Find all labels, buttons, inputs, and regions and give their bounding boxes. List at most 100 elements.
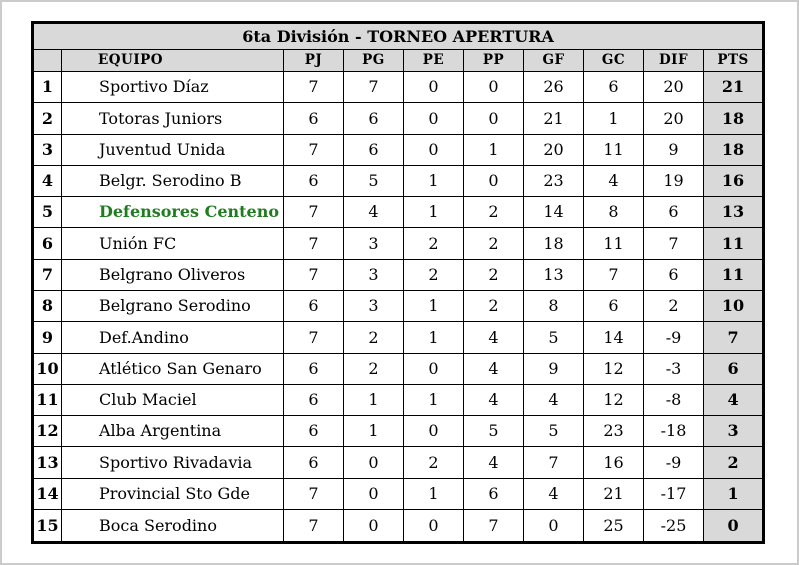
column-header-equipo: EQUIPO	[61, 49, 284, 72]
stat-pp-cell: 5	[463, 415, 524, 448]
title-row: 6ta División - TORNEO APERTURA	[31, 22, 765, 50]
league-table: 6ta División - TORNEO APERTURA EQUIPO PJ…	[31, 21, 766, 544]
stat-pe-cell: 2	[403, 227, 464, 260]
stat-pj-cell: 6	[283, 352, 344, 385]
rank-cell: 1	[32, 70, 62, 104]
table-row: 6 Unión FC 7 3 2 2 18 11 7 11	[32, 227, 765, 260]
header-row: EQUIPO PJ PG PE PP GF GC DIF PTS	[32, 49, 765, 72]
table-row: 13 Sportivo Rivadavia 6 0 2 4 7 16 -9 2	[32, 446, 765, 479]
points-cell: 2	[702, 446, 765, 479]
stat-pj-cell: 6	[283, 289, 344, 323]
rank-cell: 7	[32, 258, 62, 291]
column-header-gc: GC	[583, 49, 644, 72]
team-name-cell: Provincial Sto Gde	[61, 477, 284, 510]
points-cell: 0	[702, 508, 765, 544]
points-cell: 1	[702, 477, 765, 510]
stat-pe-cell: 0	[403, 352, 464, 385]
stat-pe-cell: 2	[403, 446, 464, 479]
stat-pe-cell: 2	[403, 258, 464, 291]
stat-pj-cell: 7	[283, 258, 344, 291]
stat-dif-cell: 20	[643, 102, 704, 135]
stat-pg-cell: 7	[343, 70, 404, 104]
stat-pg-cell: 0	[343, 446, 404, 479]
team-name-cell: Sportivo Rivadavia	[61, 446, 284, 479]
stat-gc-cell: 1	[583, 102, 644, 135]
stat-pe-cell: 1	[403, 477, 464, 510]
stat-pg-cell: 5	[343, 164, 404, 198]
rank-cell: 3	[32, 133, 62, 166]
rank-cell: 10	[32, 352, 62, 385]
stat-pg-cell: 2	[343, 352, 404, 385]
table-row: 5 Defensores Centeno 7 4 1 2 14 8 6 13	[32, 196, 765, 229]
stat-pp-cell: 2	[463, 227, 524, 260]
stat-dif-cell: -18	[643, 415, 704, 448]
stat-pg-cell: 0	[343, 477, 404, 510]
column-header-pts: PTS	[702, 49, 765, 72]
table-row: 1 Sportivo Díaz 7 7 0 0 26 6 20 21	[32, 70, 765, 104]
table-row: 11 Club Maciel 6 1 1 4 4 12 -8 4	[32, 383, 765, 417]
stat-pe-cell: 1	[403, 196, 464, 229]
stat-pp-cell: 6	[463, 477, 524, 510]
stat-gf-cell: 23	[523, 164, 584, 198]
rank-cell: 9	[32, 321, 62, 354]
stat-pg-cell: 1	[343, 383, 404, 417]
points-cell: 3	[702, 415, 765, 448]
stat-pj-cell: 6	[283, 164, 344, 198]
stat-pe-cell: 1	[403, 289, 464, 323]
stat-gc-cell: 4	[583, 164, 644, 198]
stat-gc-cell: 11	[583, 133, 644, 166]
stat-pj-cell: 6	[283, 446, 344, 479]
stat-pe-cell: 1	[403, 383, 464, 417]
stat-gf-cell: 5	[523, 321, 584, 354]
stat-pg-cell: 3	[343, 289, 404, 323]
stat-gc-cell: 11	[583, 227, 644, 260]
points-cell: 13	[702, 196, 765, 229]
stat-gf-cell: 21	[523, 102, 584, 135]
rank-cell: 4	[32, 164, 62, 198]
team-name-cell: Totoras Juniors	[61, 102, 284, 135]
stat-pe-cell: 0	[403, 508, 464, 544]
stat-gf-cell: 7	[523, 446, 584, 479]
stat-pg-cell: 2	[343, 321, 404, 354]
stat-pp-cell: 2	[463, 196, 524, 229]
stat-pg-cell: 6	[343, 133, 404, 166]
stat-gf-cell: 0	[523, 508, 584, 544]
standings-body: 6ta División - TORNEO APERTURA EQUIPO PJ…	[31, 22, 765, 544]
stat-pj-cell: 7	[283, 321, 344, 354]
stat-gf-cell: 4	[523, 477, 584, 510]
stat-gf-cell: 4	[523, 383, 584, 417]
stat-gf-cell: 18	[523, 227, 584, 260]
rank-cell: 13	[32, 446, 62, 479]
stat-pj-cell: 7	[283, 508, 344, 544]
stat-dif-cell: -3	[643, 352, 704, 385]
stat-gc-cell: 25	[583, 508, 644, 544]
stat-dif-cell: 7	[643, 227, 704, 260]
team-name-cell: Boca Serodino	[61, 508, 284, 544]
rank-cell: 12	[32, 415, 62, 448]
table-title: 6ta División - TORNEO APERTURA	[31, 22, 765, 50]
stat-dif-cell: 2	[643, 289, 704, 323]
points-cell: 11	[702, 227, 765, 260]
table-row: 14 Provincial Sto Gde 7 0 1 6 4 21 -17 1	[32, 477, 765, 510]
column-header-pe: PE	[403, 49, 464, 72]
team-name-cell: Atlético San Genaro	[61, 352, 284, 385]
stat-pg-cell: 3	[343, 227, 404, 260]
column-header-pp: PP	[463, 49, 524, 72]
points-cell: 7	[702, 321, 765, 354]
stat-gc-cell: 6	[583, 289, 644, 323]
rank-cell: 5	[32, 196, 62, 229]
stat-pj-cell: 7	[283, 227, 344, 260]
team-name-cell: Belgrano Serodino	[61, 289, 284, 323]
stat-pg-cell: 6	[343, 102, 404, 135]
points-cell: 4	[702, 383, 765, 417]
stat-dif-cell: -25	[643, 508, 704, 544]
stat-pp-cell: 4	[463, 446, 524, 479]
stat-pe-cell: 1	[403, 321, 464, 354]
team-name-cell: Juventud Unida	[61, 133, 284, 166]
stat-gf-cell: 26	[523, 70, 584, 104]
table-row: 12 Alba Argentina 6 1 0 5 5 23 -18 3	[32, 415, 765, 448]
rank-cell: 11	[32, 383, 62, 417]
table-row: 3 Juventud Unida 7 6 0 1 20 11 9 18	[32, 133, 765, 166]
points-cell: 18	[702, 102, 765, 135]
column-header-pg: PG	[343, 49, 404, 72]
